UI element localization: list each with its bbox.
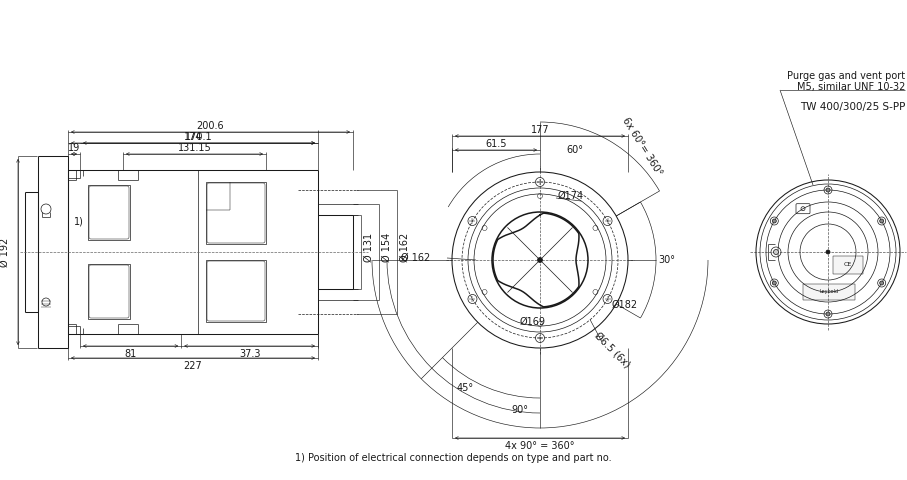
Text: Ø 162: Ø 162 <box>401 253 430 263</box>
Text: Ø174: Ø174 <box>558 191 584 201</box>
Text: 90°: 90° <box>512 405 529 415</box>
Text: 131.15: 131.15 <box>178 143 211 153</box>
Text: Ø6.5 (6x): Ø6.5 (6x) <box>592 330 631 370</box>
Text: 37.3: 37.3 <box>239 349 260 359</box>
Text: TW 400/300/25 S-PP: TW 400/300/25 S-PP <box>800 102 905 112</box>
Text: Purge gas and vent port: Purge gas and vent port <box>787 71 905 81</box>
Text: 81: 81 <box>124 349 137 359</box>
Bar <box>206 182 266 244</box>
Text: 170.1: 170.1 <box>185 132 213 142</box>
Text: Ø169: Ø169 <box>520 317 546 327</box>
Text: 30°: 30° <box>658 255 675 265</box>
Text: 200.6: 200.6 <box>197 121 224 131</box>
Text: Ø182: Ø182 <box>612 300 638 310</box>
Text: Ø 162: Ø 162 <box>400 232 410 262</box>
Text: 4x 90° = 360°: 4x 90° = 360° <box>505 441 575 451</box>
Text: M5, similar UNF 10-32: M5, similar UNF 10-32 <box>796 82 905 92</box>
Text: CE: CE <box>844 263 852 267</box>
Bar <box>833 256 863 274</box>
Text: 19: 19 <box>68 143 80 153</box>
Text: 1): 1) <box>74 217 83 227</box>
Text: Ø 131: Ø 131 <box>364 232 374 262</box>
Text: Ø 192: Ø 192 <box>0 238 10 266</box>
Bar <box>88 264 130 319</box>
Circle shape <box>774 250 778 254</box>
Text: 45°: 45° <box>456 383 473 393</box>
Bar <box>88 185 130 240</box>
Circle shape <box>880 281 883 285</box>
Bar <box>803 284 855 300</box>
Circle shape <box>826 250 830 254</box>
Text: 227: 227 <box>183 361 202 371</box>
Circle shape <box>538 257 542 263</box>
Circle shape <box>772 219 776 223</box>
Text: 1) Position of electrical connection depends on type and part no.: 1) Position of electrical connection dep… <box>295 453 611 463</box>
Text: 174: 174 <box>184 132 202 142</box>
Circle shape <box>772 281 776 285</box>
Text: 177: 177 <box>531 125 550 135</box>
Text: Leybold: Leybold <box>819 289 839 295</box>
Text: 61.5: 61.5 <box>485 139 507 149</box>
Circle shape <box>880 219 883 223</box>
Circle shape <box>826 312 830 316</box>
Bar <box>206 260 266 322</box>
Text: 6x 60°= 360°: 6x 60°= 360° <box>620 116 664 178</box>
Circle shape <box>826 188 830 192</box>
Text: 60°: 60° <box>567 145 583 155</box>
Text: Ø 154: Ø 154 <box>382 232 392 262</box>
